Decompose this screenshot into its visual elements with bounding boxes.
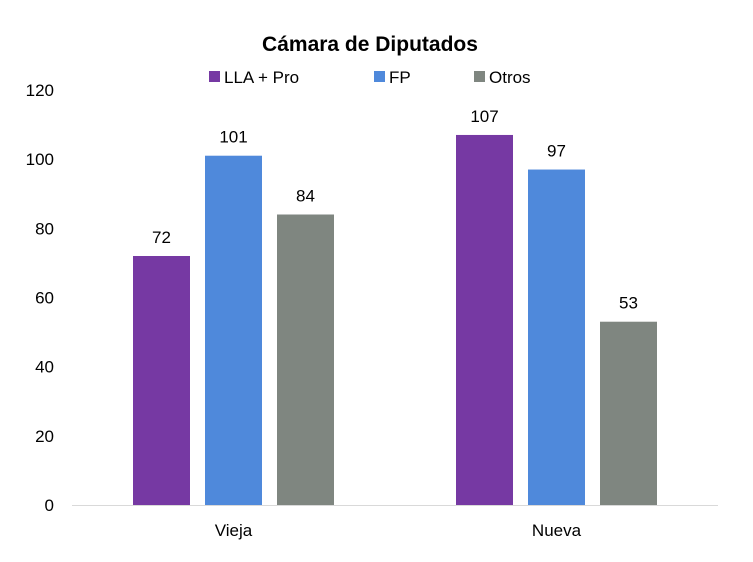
y-tick-label: 40 [35, 358, 54, 377]
legend-label: LLA + Pro [224, 68, 299, 87]
legend-swatch [209, 71, 220, 82]
bars: 72 101 84 107 97 53 [133, 107, 657, 506]
legend-swatch [474, 71, 485, 82]
data-label: 84 [296, 187, 315, 206]
legend-label: FP [389, 68, 411, 87]
bar-otros-vieja [277, 214, 334, 505]
bar-fp-nueva [528, 169, 585, 505]
y-tick-label: 60 [35, 289, 54, 308]
legend-label: Otros [489, 68, 531, 87]
y-tick-label: 80 [35, 219, 54, 238]
bar-otros-nueva [600, 321, 657, 505]
data-label: 53 [619, 294, 638, 313]
data-label: 101 [219, 128, 247, 147]
bar-lla-pro-vieja [133, 256, 190, 505]
x-tick-label: Nueva [532, 521, 582, 540]
bar-lla-pro-nueva [456, 134, 513, 506]
y-tick-label: 0 [45, 496, 54, 515]
data-label: 72 [152, 228, 171, 247]
legend: LLA + Pro FP Otros [209, 68, 531, 87]
data-label: 107 [470, 107, 498, 126]
legend-swatch [374, 71, 385, 82]
data-label: 97 [547, 142, 566, 161]
x-tick-label: Vieja [215, 521, 253, 540]
x-axis: Vieja Nueva [72, 505, 718, 540]
bar-fp-vieja [205, 155, 262, 506]
y-axis: 0 20 40 60 80 100 120 [26, 81, 54, 515]
y-tick-label: 20 [35, 427, 54, 446]
y-tick-label: 120 [26, 81, 54, 100]
chart-title: Cámara de Diputados [262, 33, 478, 56]
y-tick-label: 100 [26, 150, 54, 169]
